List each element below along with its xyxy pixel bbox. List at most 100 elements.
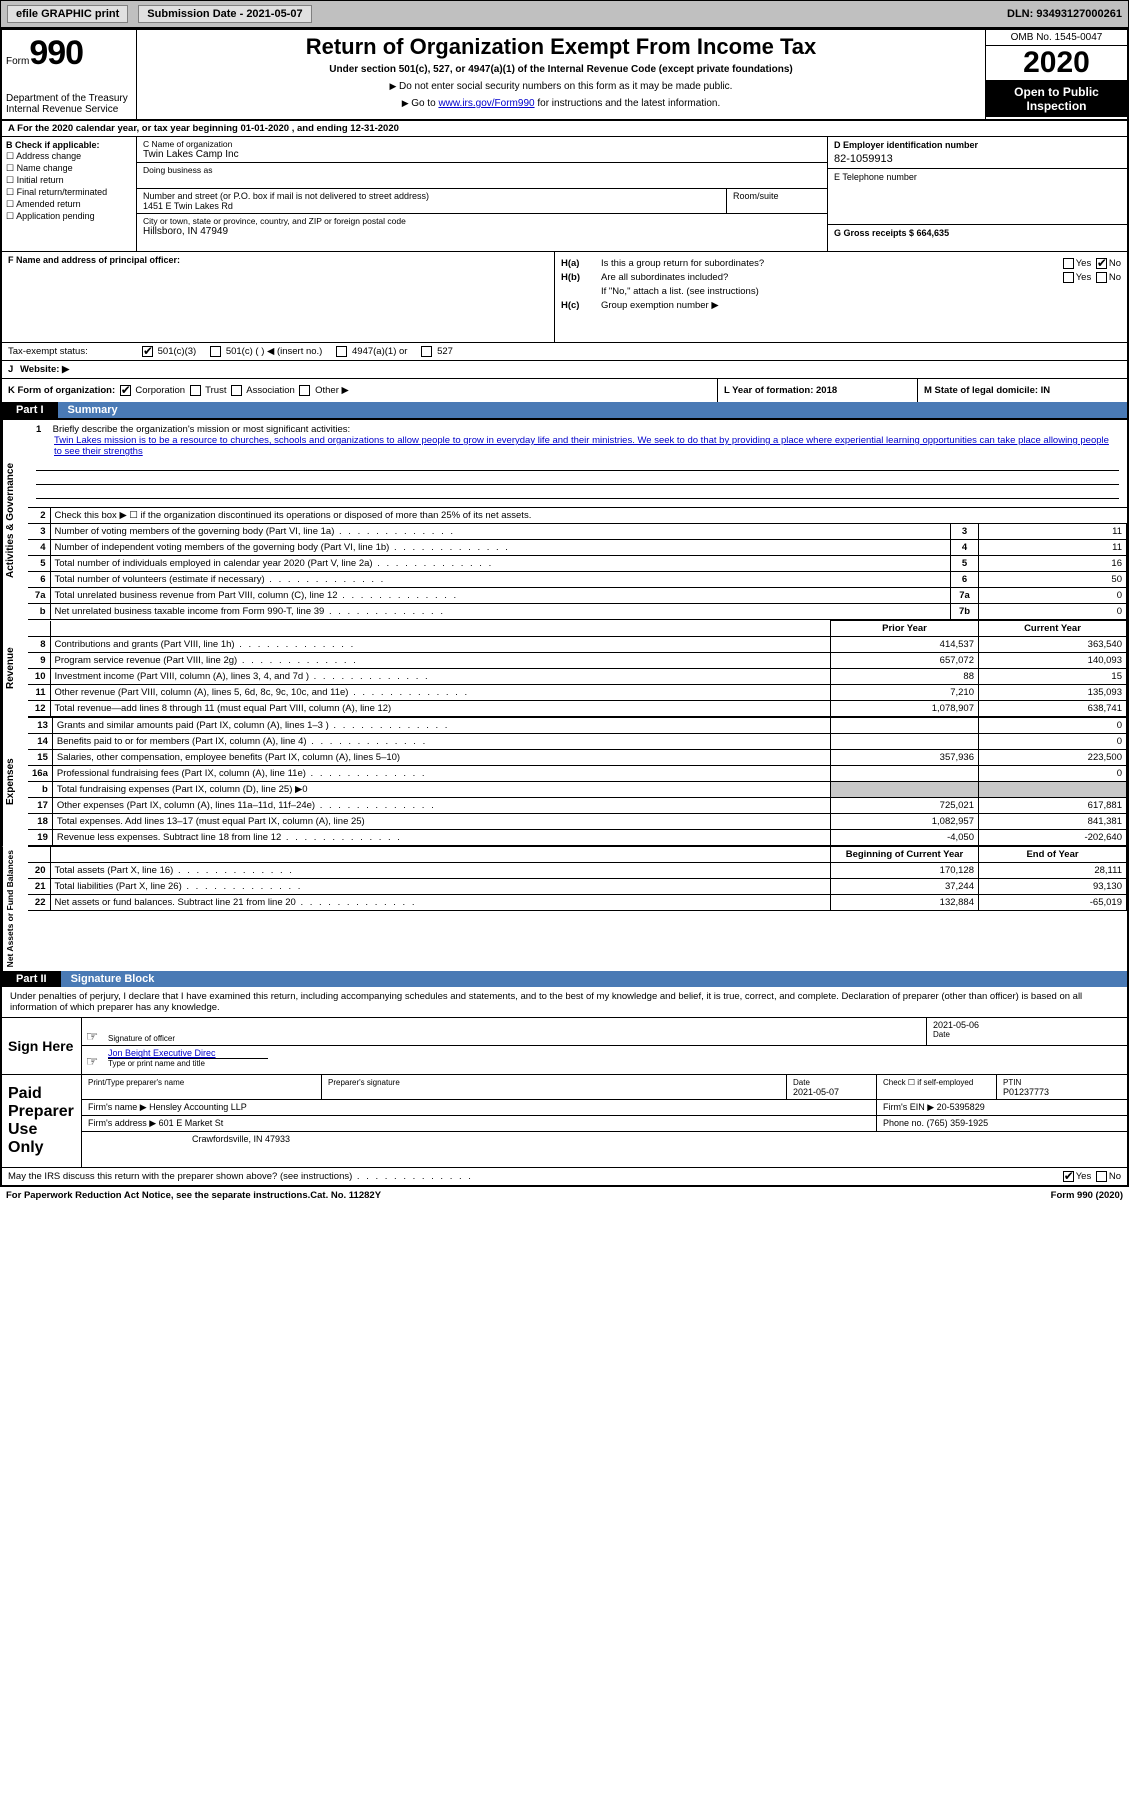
chk-amended-return[interactable]: ☐ Amended return [6, 199, 132, 210]
chk-other[interactable] [299, 385, 310, 396]
chk-address-change[interactable]: ☐ Address change [6, 151, 132, 162]
row-19-desc: Revenue less expenses. Subtract line 18 … [52, 830, 830, 846]
row-17-py: 725,021 [831, 798, 979, 814]
row-7b-desc: Net unrelated business taxable income fr… [50, 604, 951, 620]
prep-name-label: Print/Type preparer's name [88, 1078, 184, 1087]
mission-block: 1 Briefly describe the organization's mi… [28, 420, 1127, 507]
row-9-py: 657,072 [831, 653, 979, 669]
part1-num: Part I [2, 402, 58, 418]
ein-value: 82-1059913 [834, 153, 1121, 165]
row-13-desc: Grants and similar amounts paid (Part IX… [52, 718, 830, 734]
row-20-desc: Total assets (Part X, line 16) [50, 863, 831, 879]
ha-yes-checkbox[interactable] [1063, 258, 1074, 269]
website-row: J Website: ▶ [2, 360, 1127, 378]
note2-post: for instructions and the latest informat… [535, 98, 721, 109]
part2-title: Signature Block [61, 971, 1127, 987]
dln-label: DLN: 93493127000261 [1007, 8, 1122, 20]
chk-501c[interactable] [210, 346, 221, 357]
hb-text: Are all subordinates included? [601, 272, 728, 283]
chk-501c3[interactable] [142, 346, 153, 357]
row-22-cy: -65,019 [979, 895, 1127, 911]
form-subtitle: Under section 501(c), 527, or 4947(a)(1)… [147, 64, 975, 75]
row-9-desc: Program service revenue (Part VIII, line… [50, 653, 831, 669]
firm-addr-label: Firm's address ▶ [88, 1118, 156, 1128]
hb-note: If "No," attach a list. (see instruction… [601, 286, 759, 297]
row-5-val: 16 [979, 556, 1127, 572]
row-11-py: 7,210 [831, 685, 979, 701]
chk-527[interactable] [421, 346, 432, 357]
row-19-py: -4,050 [831, 830, 979, 846]
row-10-py: 88 [831, 669, 979, 685]
rev-table: Prior YearCurrent Year 8Contributions an… [28, 620, 1127, 717]
prep-date-value: 2021-05-07 [793, 1087, 839, 1097]
tax-status-label: Tax-exempt status: [8, 346, 128, 357]
ha-no-checkbox[interactable] [1096, 258, 1107, 269]
chk-trust[interactable] [190, 385, 201, 396]
header-left: Form990 Department of the Treasury Inter… [2, 30, 137, 119]
box-c: C Name of organization Twin Lakes Camp I… [137, 137, 827, 251]
row-21-cy: 93,130 [979, 879, 1127, 895]
header-mid: Return of Organization Exempt From Incom… [137, 30, 985, 119]
omb-number: OMB No. 1545-0047 [986, 30, 1127, 46]
goto-note: Go to www.irs.gov/Form990 for instructio… [147, 98, 975, 109]
row-8-cy: 363,540 [979, 637, 1127, 653]
row-10-desc: Investment income (Part VIII, column (A)… [50, 669, 831, 685]
firm-phone-value: (765) 359-1925 [927, 1118, 989, 1128]
chk-4947[interactable] [336, 346, 347, 357]
current-year-hdr: Current Year [979, 621, 1127, 637]
entity-block: B Check if applicable: ☐ Address change … [2, 137, 1127, 251]
chk-application-pending[interactable]: ☐ Application pending [6, 211, 132, 222]
form990-link[interactable]: www.irs.gov/Form990 [438, 98, 534, 109]
chk-association[interactable] [231, 385, 242, 396]
officer-sig-label: Signature of officer [108, 1034, 920, 1043]
paid-preparer-label: Paid Preparer Use Only [2, 1075, 82, 1167]
hb-yes-checkbox[interactable] [1063, 272, 1074, 283]
row-3-desc: Number of voting members of the governin… [50, 524, 951, 540]
hb-no-checkbox[interactable] [1096, 272, 1107, 283]
efile-print-button[interactable]: efile GRAPHIC print [7, 5, 128, 23]
end-year-hdr: End of Year [979, 847, 1127, 863]
page-footer: For Paperwork Reduction Act Notice, see … [0, 1187, 1129, 1204]
line-a: A For the 2020 calendar year, or tax yea… [2, 121, 1127, 137]
submission-date-button[interactable]: Submission Date - 2021-05-07 [138, 5, 311, 23]
box-b-heading: B Check if applicable: [6, 140, 100, 150]
officer-label: F Name and address of principal officer: [8, 255, 180, 265]
suite-label: Room/suite [733, 191, 821, 201]
row-21-desc: Total liabilities (Part X, line 26) [50, 879, 831, 895]
form-number: 990 [29, 34, 83, 72]
name-pointer-icon: ☞ [82, 1053, 102, 1070]
chk-corporation[interactable] [120, 385, 131, 396]
header-right: OMB No. 1545-0047 2020 Open to Public In… [985, 30, 1127, 119]
row-18-py: 1,082,957 [831, 814, 979, 830]
j-label: J [8, 364, 20, 375]
mission-text[interactable]: Twin Lakes mission is to be a resource t… [54, 435, 1119, 457]
hb-label: H(b) [561, 272, 601, 283]
row-12-py: 1,078,907 [831, 701, 979, 717]
row-15-cy: 223,500 [979, 750, 1127, 766]
chk-final-return[interactable]: ☐ Final return/terminated [6, 187, 132, 198]
row-15-py: 357,936 [831, 750, 979, 766]
row-11-desc: Other revenue (Part VIII, column (A), li… [50, 685, 831, 701]
chk-name-change[interactable]: ☐ Name change [6, 163, 132, 174]
city-label: City or town, state or province, country… [143, 216, 821, 226]
open-public-badge: Open to Public Inspection [986, 81, 1127, 117]
phone-label: E Telephone number [834, 172, 917, 182]
row-12-desc: Total revenue—add lines 8 through 11 (mu… [50, 701, 831, 717]
tax-year: 2020 [986, 46, 1127, 81]
beg-year-hdr: Beginning of Current Year [831, 847, 979, 863]
box-f: F Name and address of principal officer: [2, 252, 555, 342]
firm-phone-label: Phone no. [883, 1118, 924, 1128]
chk-initial-return[interactable]: ☐ Initial return [6, 175, 132, 186]
form-page: Form990 Department of the Treasury Inter… [0, 28, 1129, 1187]
discuss-no-checkbox[interactable] [1096, 1171, 1107, 1182]
row-16a-py [831, 766, 979, 782]
row-6-desc: Total number of volunteers (estimate if … [50, 572, 951, 588]
form-word: Form [6, 56, 29, 67]
sig-date-value: 2021-05-06 [933, 1020, 1121, 1030]
discuss-yes-checkbox[interactable] [1063, 1171, 1074, 1182]
officer-name-value[interactable]: Jon Beight Executive Direc [108, 1048, 268, 1059]
form-header: Form990 Department of the Treasury Inter… [2, 30, 1127, 121]
officer-name-label: Type or print name and title [108, 1059, 1121, 1068]
org-name-value: Twin Lakes Camp Inc [143, 149, 821, 160]
row-13-cy: 0 [979, 718, 1127, 734]
